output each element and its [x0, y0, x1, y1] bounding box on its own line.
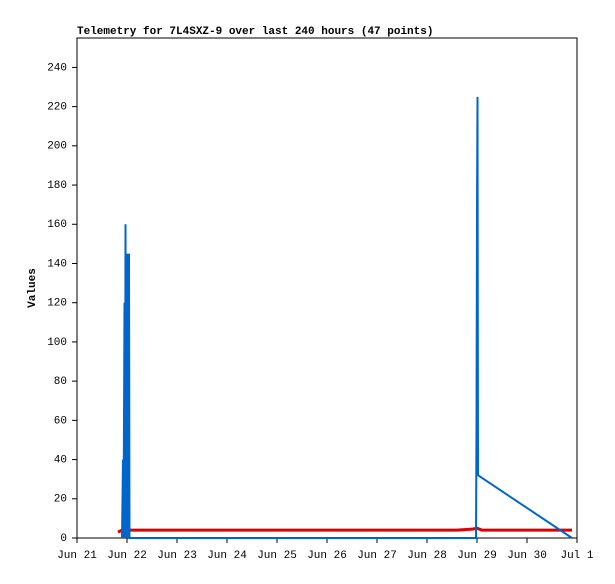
y-tick-label: 80: [54, 376, 67, 388]
x-tick-label: Jun 27: [357, 550, 397, 562]
y-axis-label: Values: [27, 268, 39, 308]
y-tick-label: 140: [47, 258, 67, 270]
y-tick-label: 160: [47, 219, 67, 231]
x-tick-label: Jun 22: [107, 550, 147, 562]
x-tick-label: Jun 28: [407, 550, 447, 562]
y-tick-label: 220: [47, 102, 67, 114]
series-line: [121, 96, 573, 539]
x-tick-label: Jun 30: [507, 550, 547, 562]
x-tick-label: Jun 23: [157, 550, 197, 562]
x-tick-label: Jun 25: [257, 550, 297, 562]
y-tick-label: 120: [47, 298, 67, 310]
y-tick-label: 0: [60, 533, 67, 545]
x-tick-label: Jun 21: [57, 550, 97, 562]
x-tick-label: Jun 24: [207, 550, 247, 562]
x-tick-label: Jul 1: [560, 550, 593, 562]
y-tick-label: 100: [47, 337, 67, 349]
chart-title: Telemetry for 7L4SXZ-9 over last 240 hou…: [77, 26, 433, 38]
x-tick-label: Jun 29: [457, 550, 497, 562]
series-line: [117, 526, 572, 534]
y-tick-label: 20: [54, 494, 67, 506]
y-tick-label: 240: [47, 62, 67, 74]
y-tick-label: 200: [47, 141, 67, 153]
y-tick-label: 60: [54, 415, 67, 427]
y-tick-label: 180: [47, 180, 67, 192]
x-tick-label: Jun 26: [307, 550, 347, 562]
y-tick-label: 40: [54, 454, 67, 466]
